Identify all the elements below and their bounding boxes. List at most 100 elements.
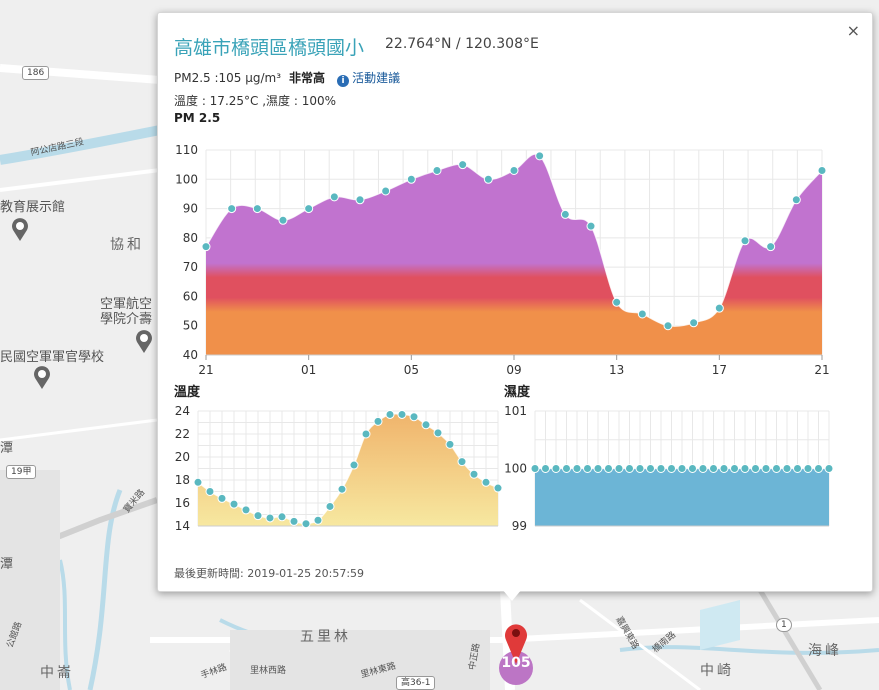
data-point[interactable] bbox=[766, 242, 776, 252]
y-tick-label: 40 bbox=[183, 348, 198, 362]
station-marker-icon[interactable] bbox=[498, 620, 534, 690]
data-point[interactable] bbox=[791, 195, 801, 205]
data-point[interactable] bbox=[646, 464, 655, 473]
temperature-chart: 14 16 18 20 22 24 bbox=[175, 404, 503, 531]
data-point[interactable] bbox=[689, 318, 699, 328]
data-point[interactable] bbox=[663, 321, 673, 331]
data-point[interactable] bbox=[493, 483, 503, 493]
data-point[interactable] bbox=[278, 215, 288, 225]
data-point[interactable] bbox=[714, 303, 724, 313]
data-point[interactable] bbox=[406, 174, 416, 184]
data-point[interactable] bbox=[803, 464, 813, 473]
map-poi-pin-icon[interactable] bbox=[10, 216, 30, 242]
map-place-label: 空軍航空 bbox=[100, 297, 153, 312]
road-shield: 186 bbox=[22, 66, 50, 80]
data-point[interactable] bbox=[635, 464, 645, 473]
data-point[interactable] bbox=[277, 512, 287, 522]
data-point[interactable] bbox=[751, 464, 760, 473]
data-point[interactable] bbox=[445, 439, 455, 449]
data-point[interactable] bbox=[586, 221, 596, 231]
data-point[interactable] bbox=[373, 416, 383, 426]
data-point[interactable] bbox=[432, 166, 442, 175]
road-shield: 19甲 bbox=[6, 465, 37, 479]
data-point[interactable] bbox=[349, 460, 359, 470]
data-point[interactable] bbox=[560, 209, 570, 219]
data-point[interactable] bbox=[265, 513, 275, 523]
data-point[interactable] bbox=[625, 464, 634, 473]
data-point[interactable] bbox=[593, 464, 603, 473]
data-point[interactable] bbox=[814, 464, 823, 473]
data-point[interactable] bbox=[793, 464, 802, 473]
data-point[interactable] bbox=[719, 464, 729, 473]
data-point[interactable] bbox=[761, 464, 771, 473]
data-point[interactable] bbox=[656, 464, 666, 473]
data-point[interactable] bbox=[337, 484, 347, 494]
data-point[interactable] bbox=[637, 309, 647, 319]
data-point[interactable] bbox=[667, 464, 676, 473]
data-point[interactable] bbox=[253, 511, 263, 521]
x-tick-label: 17 bbox=[712, 363, 727, 377]
data-point[interactable] bbox=[698, 464, 708, 473]
data-point[interactable] bbox=[782, 464, 792, 473]
popup-tail bbox=[502, 589, 522, 601]
data-point[interactable] bbox=[817, 166, 827, 175]
data-point[interactable] bbox=[385, 409, 395, 419]
data-point[interactable] bbox=[201, 242, 211, 252]
data-point[interactable] bbox=[730, 464, 739, 473]
data-point[interactable] bbox=[355, 195, 365, 205]
data-point[interactable] bbox=[252, 204, 262, 214]
data-point[interactable] bbox=[572, 464, 582, 473]
data-point[interactable] bbox=[614, 464, 624, 473]
map-poi-pin-icon[interactable] bbox=[134, 328, 154, 354]
data-point[interactable] bbox=[551, 464, 561, 473]
data-point[interactable] bbox=[433, 428, 443, 438]
data-point[interactable] bbox=[535, 151, 545, 161]
data-point[interactable] bbox=[301, 519, 311, 529]
data-point[interactable] bbox=[530, 464, 540, 473]
data-point[interactable] bbox=[469, 469, 479, 479]
data-point[interactable] bbox=[205, 487, 215, 496]
data-point[interactable] bbox=[483, 174, 493, 184]
data-point[interactable] bbox=[421, 420, 431, 430]
data-point[interactable] bbox=[227, 204, 237, 214]
data-point[interactable] bbox=[677, 464, 687, 473]
data-point[interactable] bbox=[457, 457, 467, 467]
data-point[interactable] bbox=[541, 464, 550, 473]
data-point[interactable] bbox=[772, 464, 781, 473]
activity-advice-link[interactable]: 活動建議 bbox=[352, 71, 401, 85]
data-point[interactable] bbox=[217, 493, 227, 503]
data-point[interactable] bbox=[304, 204, 314, 214]
map-place-label: 中崎 bbox=[700, 663, 734, 679]
map-poi-pin-icon[interactable] bbox=[32, 364, 52, 390]
map-place-label: 中崙 bbox=[40, 665, 74, 681]
data-point[interactable] bbox=[481, 477, 491, 487]
y-tick-label: 18 bbox=[175, 473, 190, 487]
data-point[interactable] bbox=[381, 186, 391, 196]
data-point[interactable] bbox=[409, 412, 419, 422]
data-point[interactable] bbox=[824, 464, 834, 473]
data-point[interactable] bbox=[562, 464, 571, 473]
data-point[interactable] bbox=[612, 297, 622, 307]
data-point[interactable] bbox=[289, 516, 299, 526]
data-point[interactable] bbox=[229, 499, 239, 509]
info-icon[interactable]: i bbox=[337, 75, 350, 87]
data-point[interactable] bbox=[583, 464, 592, 473]
data-point[interactable] bbox=[688, 464, 697, 473]
data-point[interactable] bbox=[193, 477, 203, 487]
close-icon[interactable]: × bbox=[846, 21, 860, 40]
map-place-label: 教育展示館 bbox=[0, 200, 66, 215]
data-point[interactable] bbox=[740, 236, 750, 246]
data-point[interactable] bbox=[313, 515, 323, 525]
data-point[interactable] bbox=[740, 464, 750, 473]
data-point[interactable] bbox=[241, 505, 251, 515]
data-point[interactable] bbox=[604, 464, 613, 473]
series-area bbox=[198, 413, 498, 526]
y-tick-label: 101 bbox=[504, 404, 527, 418]
data-point[interactable] bbox=[397, 409, 407, 419]
data-point[interactable] bbox=[325, 501, 335, 511]
data-point[interactable] bbox=[361, 429, 371, 439]
data-point[interactable] bbox=[329, 192, 339, 202]
data-point[interactable] bbox=[458, 160, 468, 170]
data-point[interactable] bbox=[509, 166, 519, 175]
data-point[interactable] bbox=[709, 464, 718, 473]
